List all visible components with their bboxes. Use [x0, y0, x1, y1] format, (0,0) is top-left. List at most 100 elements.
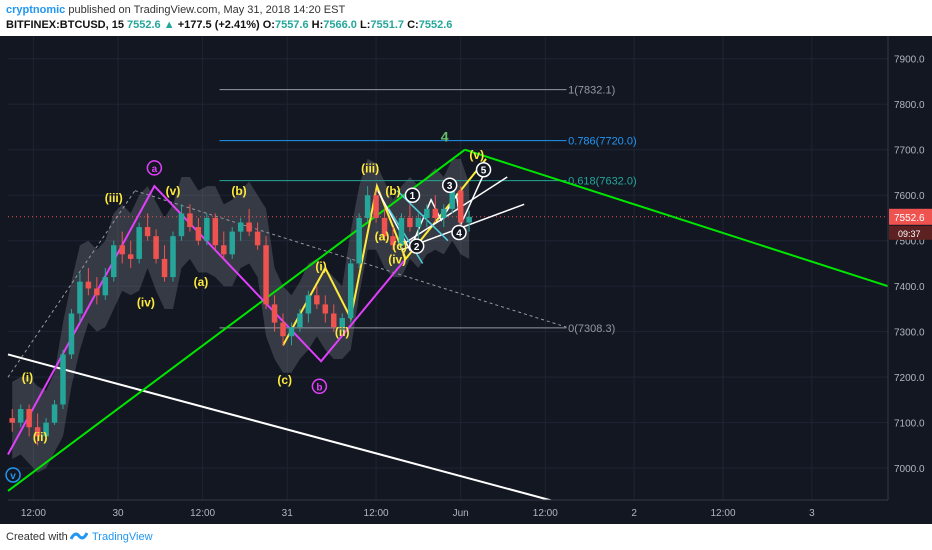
- price-tag-bg: [889, 208, 932, 225]
- wave-circle: [404, 187, 421, 203]
- magenta-abc-wave: [7, 184, 407, 455]
- author-name[interactable]: cryptnomic: [6, 4, 66, 16]
- candle-body: [153, 236, 159, 259]
- candle-body: [119, 245, 125, 255]
- wave-circle: [311, 378, 328, 395]
- wave-label: (c): [392, 239, 407, 253]
- candle-body: [347, 263, 354, 319]
- candle-body: [339, 318, 345, 328]
- low-label: L:: [360, 19, 371, 31]
- price-tag-label: 7552.6: [894, 213, 925, 224]
- candle-body: [263, 245, 269, 305]
- candle-body: [254, 231, 261, 246]
- candle-body: [237, 222, 244, 232]
- wave-label: (iii): [105, 191, 123, 205]
- wave-circle-text: a: [152, 164, 158, 175]
- candle-body: [297, 313, 303, 328]
- close-value: 7552.6: [418, 19, 453, 31]
- publish-info: published on TradingView.com, May 31, 20…: [65, 4, 346, 16]
- price-tick-label: 7800.0: [894, 100, 925, 111]
- candle-body: [68, 313, 75, 355]
- time-tick-label: 12:00: [533, 508, 558, 519]
- candle-body: [449, 190, 455, 209]
- fib-label-1: 1(7832.1): [568, 85, 615, 97]
- open-value: 7557.6: [274, 19, 309, 31]
- candle-body: [288, 327, 295, 337]
- lower-white-trendline: [7, 353, 601, 515]
- candle-body: [305, 295, 312, 314]
- wave-label: (v): [166, 184, 181, 198]
- candle-body: [43, 422, 49, 437]
- wave-circle: [475, 161, 492, 178]
- up-arrow-icon: ▲: [163, 19, 175, 31]
- cyan-channel-line-1: [388, 208, 424, 264]
- axis-layer: 7900.0 7800.0 7700.0 7600.0 7500.0 7400.0 7300…: [0, 36, 932, 524]
- time-tick-label: 12:00: [190, 508, 215, 519]
- candle-body: [381, 217, 388, 237]
- time-tick-label: 2: [631, 508, 637, 519]
- wave-label: (b): [385, 184, 400, 198]
- tradingview-logo-icon[interactable]: [70, 529, 88, 543]
- candle-body: [373, 195, 379, 218]
- label-layer: (i) (ii) (iii) (iv) (v) (a) (b) (c) (i) (ii) (iii)…: [5, 129, 492, 483]
- wave-label: (ii): [33, 430, 48, 444]
- candle-body: [17, 409, 24, 423]
- wave-circle-text: 5: [481, 166, 487, 177]
- candle-body: [195, 227, 202, 241]
- wave-circle-text: 4: [456, 229, 462, 240]
- countdown-bg: [889, 225, 932, 240]
- wave-label: (a): [375, 230, 390, 244]
- candle-body: [314, 295, 320, 305]
- candle-body: [94, 288, 100, 296]
- candle-body: [136, 227, 142, 259]
- candle-body: [127, 254, 134, 259]
- wave-circle-label: v: [5, 467, 21, 483]
- candle-body: [441, 208, 447, 218]
- wave-label: (v): [469, 148, 484, 162]
- wave-circle: [451, 224, 467, 241]
- wave-circle-label: a: [146, 160, 163, 176]
- candle-body: [34, 427, 41, 437]
- wave-label: (i): [22, 371, 33, 385]
- candle-body: [356, 217, 362, 264]
- time-tick-label: 12:00: [710, 508, 735, 519]
- candle-body: [111, 245, 117, 278]
- wave-circle-text: v: [10, 471, 16, 482]
- wave-label: (b): [231, 184, 246, 198]
- candle-body: [331, 313, 337, 328]
- candle-body: [246, 222, 252, 232]
- wave-label: (iv): [388, 252, 406, 266]
- tradingview-brand[interactable]: TradingView: [92, 531, 153, 543]
- publish-line: cryptnomic published on TradingView.com,…: [6, 4, 345, 16]
- wave-label: (a): [194, 275, 209, 289]
- white-wedge-upper: [401, 176, 508, 246]
- price-change: +177.5 (+2.41%): [177, 19, 260, 31]
- last-price: 7552.6: [127, 19, 161, 31]
- price-band: [12, 158, 470, 473]
- wave-circle: [408, 238, 425, 254]
- price-tick-label: 7200.0: [894, 373, 925, 384]
- chart-header: cryptnomic published on TradingView.com,…: [0, 0, 932, 36]
- wave-circle-label: 3: [441, 177, 458, 193]
- wave-label: 4: [441, 129, 449, 145]
- price-tick-label: 7400.0: [894, 282, 925, 293]
- wave-label: (ii): [335, 325, 350, 339]
- candle-layer: [9, 186, 472, 446]
- time-axis-bg: [0, 500, 932, 524]
- price-tick-label: 7500.0: [894, 237, 925, 248]
- wave-circle-label: 5: [475, 161, 492, 178]
- symbol-label[interactable]: BITFINEX:BTCUSD, 15: [6, 19, 124, 31]
- candle-body: [102, 277, 109, 296]
- candle-body: [364, 195, 371, 218]
- candle-body: [424, 208, 430, 218]
- price-tick-label: 7000.0: [894, 464, 925, 475]
- candle-body: [60, 354, 66, 405]
- price-tick-label: 7900.0: [894, 55, 925, 66]
- candle-body: [178, 213, 185, 237]
- candle-body: [170, 236, 176, 278]
- wave-circle-label: b: [311, 378, 328, 395]
- time-tick-label: Jun: [453, 508, 469, 519]
- ohlc-line: BITFINEX:BTCUSD, 15 7552.6 ▲ +177.5 (+2.…: [6, 19, 452, 31]
- wave-circle-text: 3: [447, 181, 453, 192]
